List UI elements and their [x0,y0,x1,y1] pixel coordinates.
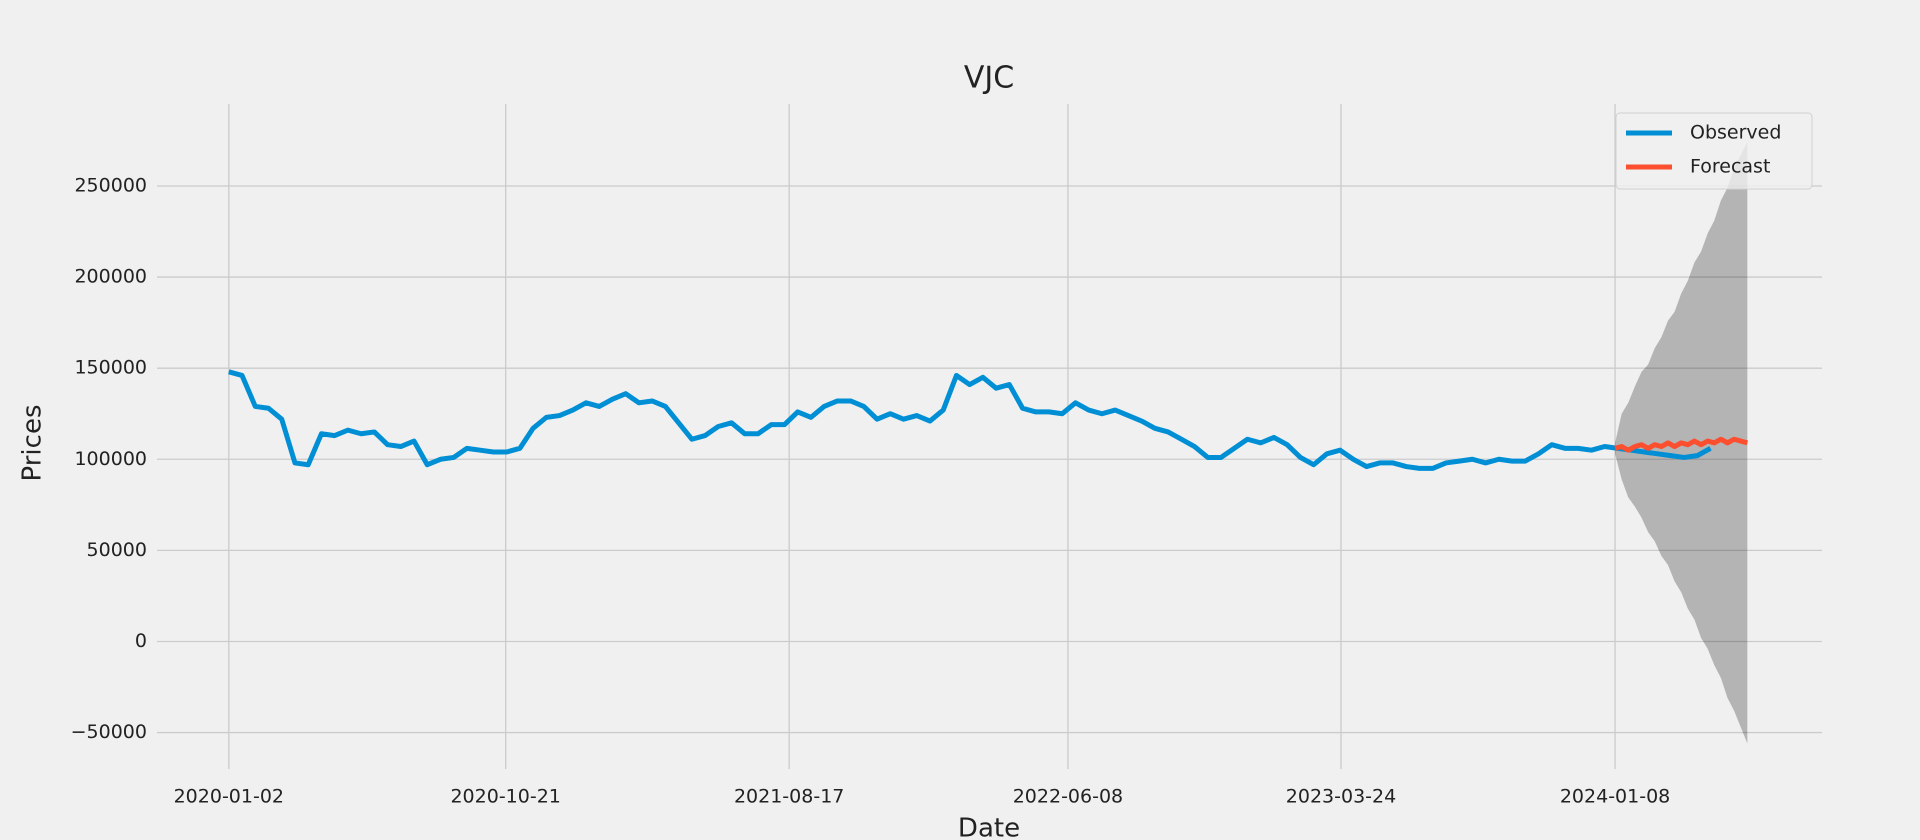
x-tick-label: 2020-01-02 [174,786,284,808]
x-tick-label: 2020-10-21 [450,786,560,808]
legend: Observed Forecast [1615,112,1813,190]
y-tick-label: 150000 [74,357,147,379]
y-tick-label: 250000 [74,174,147,196]
y-tick-label: 100000 [74,448,147,470]
x-tick-label: 2022-06-08 [1013,786,1123,808]
legend-label: Observed [1690,122,1781,144]
y-tick-label: −50000 [71,721,147,743]
x-tick-label: 2023-03-24 [1286,786,1396,808]
x-tick-label: 2024-01-08 [1560,786,1670,808]
series-line [1614,436,1749,453]
chart-title: VJC [964,61,1014,96]
series-line [228,369,1712,471]
y-tick-label: 200000 [74,266,147,288]
y-axis-label: Prices [18,405,48,482]
y-tick-label: 50000 [87,539,147,561]
plot-area [228,142,1749,744]
legend-label: Forecast [1690,156,1770,178]
x-axis-label: Date [958,814,1020,840]
grid: −50000 0 50000 100000 150000 200000 250000 2020… [71,104,1822,808]
x-tick-label: 2021-08-17 [734,786,844,808]
y-tick-label: 0 [135,630,147,652]
